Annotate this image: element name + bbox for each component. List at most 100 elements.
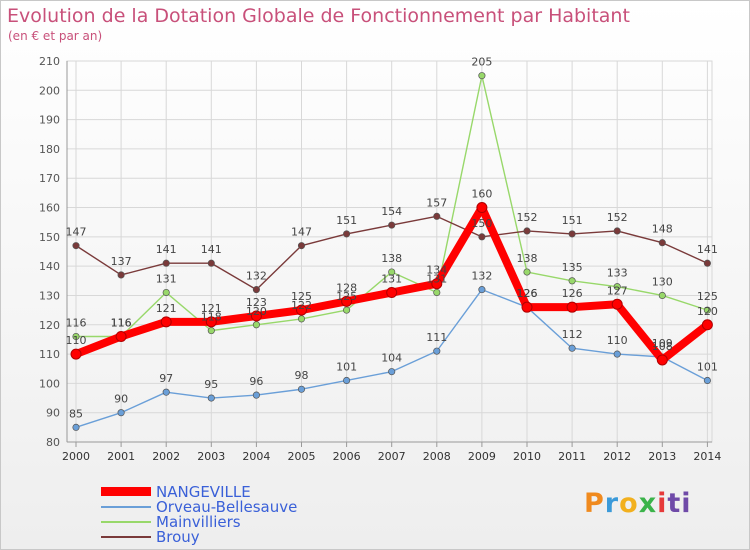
data-label-nangeville-2010: 126	[517, 287, 538, 300]
x-tick-label-2013: 2013	[648, 450, 676, 463]
point-brouy-2000	[72, 242, 80, 250]
x-tick-label-2008: 2008	[423, 450, 451, 463]
data-labels: 85 90 97 95 96 98 101 104 111 132 126 112 110 109 101 1…	[66, 56, 718, 421]
point-nangeville-2006	[341, 295, 353, 307]
point-nangeville-2000	[70, 348, 82, 360]
x-tick-label-2009: 2009	[468, 450, 496, 463]
legend-swatch-mainvilliers	[101, 521, 151, 523]
point-orveau-bellesauve-2001	[117, 409, 125, 417]
x-tick-labels: 2000 2001 2002 2003 2004 2005 2006 2007 2008 2009…	[62, 450, 721, 463]
data-label-mainvilliers-2003: 118	[201, 311, 222, 324]
data-label-mainvilliers-2014: 125	[697, 290, 718, 303]
data-label-orveau-bellesauve-2012: 110	[607, 334, 628, 347]
chart-title: Evolution de la Dotation Globale de Fonc…	[7, 5, 630, 27]
point-mainvilliers-2004	[252, 321, 260, 329]
point-orveau-bellesauve-2012	[613, 350, 621, 358]
data-label-brouy-2014: 141	[697, 243, 718, 256]
proxiti-logo[interactable]: Proxiti	[584, 488, 692, 519]
point-mainvilliers-2009	[478, 72, 486, 80]
data-label-brouy-2000: 147	[66, 226, 87, 239]
data-label-brouy-2004: 132	[246, 270, 267, 283]
data-label-nangeville-2004: 123	[246, 296, 267, 309]
x-tick-label-2014: 2014	[693, 450, 721, 463]
data-label-orveau-bellesauve-2003: 95	[204, 378, 218, 391]
point-orveau-bellesauve-2007	[388, 368, 396, 376]
x-tick-label-2003: 2003	[197, 450, 225, 463]
data-label-mainvilliers-2008: 131	[426, 273, 447, 286]
point-brouy-2010	[523, 227, 531, 235]
y-tick-labels: 80 90 100 110 120 130 140 150 160 170 180 190 200 210	[39, 55, 60, 449]
data-label-orveau-bellesauve-2004: 96	[249, 375, 263, 388]
data-label-brouy-2012: 152	[607, 211, 628, 224]
data-label-nangeville-2006: 128	[336, 281, 357, 294]
data-label-nangeville-2008: 134	[426, 264, 447, 277]
point-brouy-2014	[703, 259, 711, 267]
series-lines	[70, 72, 713, 431]
x-tick-label-2006: 2006	[333, 450, 361, 463]
y-tick-label-150: 150	[39, 231, 60, 244]
legend-label-brouy: Brouy	[156, 528, 200, 546]
x-tick-label-2004: 2004	[242, 450, 270, 463]
point-orveau-bellesauve-2009	[478, 286, 486, 294]
point-nangeville-2005	[296, 304, 307, 316]
point-mainvilliers-2012	[613, 283, 621, 291]
point-brouy-2011	[568, 230, 576, 238]
point-brouy-2007	[388, 221, 396, 229]
point-mainvilliers-2010	[523, 268, 531, 276]
point-brouy-2004	[252, 286, 260, 294]
legend-swatch-orveau-bellesauve	[101, 506, 151, 508]
point-mainvilliers-2002	[162, 288, 170, 297]
data-label-mainvilliers-2002: 131	[156, 273, 177, 286]
point-orveau-bellesauve-2014	[703, 376, 711, 385]
point-nangeville-2012	[611, 298, 623, 310]
point-orveau-bellesauve-2000	[72, 423, 80, 431]
data-label-nangeville-2000: 110	[66, 334, 87, 347]
data-label-brouy-2003: 141	[201, 243, 222, 256]
point-nangeville-2010	[521, 301, 533, 313]
data-label-orveau-bellesauve-2005: 98	[295, 369, 309, 382]
point-brouy-2003	[207, 259, 215, 267]
point-nangeville-2011	[566, 301, 578, 313]
data-label-nangeville-2002: 121	[156, 302, 177, 315]
x-tick-label-2000: 2000	[62, 450, 90, 463]
data-label-orveau-bellesauve-2000: 85	[69, 407, 83, 420]
point-mainvilliers-2014	[703, 306, 711, 314]
point-orveau-bellesauve-2011	[568, 344, 576, 352]
data-label-orveau-bellesauve-2007: 104	[381, 352, 402, 365]
point-nangeville-2001	[115, 330, 127, 342]
data-label-brouy-2005: 147	[291, 226, 312, 239]
data-label-orveau-bellesauve-2011: 112	[562, 328, 583, 341]
data-label-mainvilliers-2000: 116	[66, 316, 87, 329]
y-tick-label-80: 80	[46, 436, 60, 449]
y-tick-label-190: 190	[39, 114, 60, 127]
point-nangeville-2002	[160, 316, 172, 328]
y-tick-label-110: 110	[39, 348, 60, 361]
point-mainvilliers-2006	[343, 306, 351, 314]
point-orveau-bellesauve-2005	[297, 385, 306, 393]
legend-swatch-nangeville	[101, 487, 151, 496]
data-label-mainvilliers-2009: 205	[471, 56, 492, 69]
point-brouy-2012	[613, 227, 621, 235]
data-label-orveau-bellesauve-2002: 97	[159, 372, 173, 385]
data-label-orveau-bellesauve-2014: 101	[697, 360, 718, 373]
data-label-brouy-2007: 154	[381, 205, 402, 218]
axes	[66, 61, 712, 447]
data-label-nangeville-2007: 131	[381, 273, 402, 286]
point-nangeville-2013	[656, 354, 668, 366]
data-label-nangeville-2005: 125	[291, 290, 312, 303]
data-label-orveau-bellesauve-2009: 132	[471, 270, 492, 283]
legend-label-orveau-bellesauve: Orveau-Bellesauve	[156, 498, 298, 516]
y-tick-label-100: 100	[39, 377, 60, 390]
data-label-nangeville-2014: 120	[697, 305, 718, 318]
point-mainvilliers-2005	[297, 315, 306, 323]
point-orveau-bellesauve-2004	[252, 391, 260, 399]
data-label-mainvilliers-2004: 120	[246, 305, 267, 318]
data-label-brouy-2008: 157	[426, 196, 447, 209]
point-nangeville-2008	[431, 278, 443, 290]
point-orveau-bellesauve-2008	[433, 347, 441, 355]
point-mainvilliers-2000	[72, 332, 80, 341]
data-label-brouy-2011: 151	[562, 214, 583, 227]
data-label-brouy-2010: 152	[517, 211, 538, 224]
y-tick-label-200: 200	[39, 84, 60, 97]
